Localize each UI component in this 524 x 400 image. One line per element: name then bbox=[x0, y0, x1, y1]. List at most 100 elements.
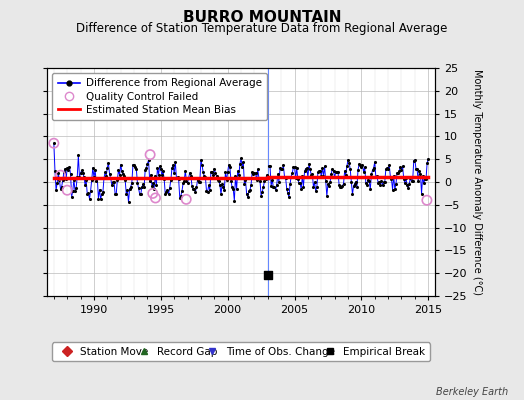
Point bbox=[58, 184, 66, 190]
Point bbox=[331, 174, 339, 181]
Point bbox=[236, 160, 244, 167]
Point bbox=[57, 172, 65, 178]
Point bbox=[424, 156, 432, 162]
Point bbox=[337, 184, 345, 191]
Point bbox=[99, 189, 107, 196]
Point bbox=[226, 164, 234, 171]
Point bbox=[377, 178, 386, 184]
Point bbox=[85, 196, 94, 202]
Point bbox=[417, 190, 425, 197]
Point bbox=[90, 174, 98, 180]
Point bbox=[126, 184, 135, 190]
Point bbox=[182, 178, 191, 184]
Point bbox=[61, 166, 69, 172]
Point bbox=[234, 168, 242, 174]
Point bbox=[149, 190, 157, 197]
Point bbox=[275, 178, 283, 185]
Point bbox=[347, 179, 356, 186]
Point bbox=[86, 188, 95, 194]
Point bbox=[247, 182, 255, 188]
Point bbox=[111, 191, 119, 197]
Point bbox=[122, 191, 130, 197]
Point bbox=[344, 157, 352, 163]
Point bbox=[184, 175, 193, 181]
Point bbox=[132, 166, 140, 172]
Point bbox=[179, 180, 187, 187]
Point bbox=[129, 162, 137, 168]
Point bbox=[416, 171, 424, 177]
Point bbox=[170, 170, 178, 176]
Point bbox=[235, 172, 243, 178]
Point bbox=[194, 179, 203, 185]
Point bbox=[314, 169, 322, 175]
Point bbox=[189, 186, 198, 192]
Point bbox=[74, 152, 83, 159]
Point bbox=[80, 174, 88, 180]
Point bbox=[405, 180, 413, 187]
Point bbox=[300, 168, 309, 174]
Point bbox=[335, 182, 343, 188]
Point bbox=[341, 168, 349, 174]
Point bbox=[311, 188, 320, 194]
Point bbox=[159, 168, 167, 174]
Point bbox=[325, 182, 333, 189]
Point bbox=[306, 166, 314, 173]
Point bbox=[350, 183, 358, 189]
Point bbox=[63, 165, 71, 171]
Point bbox=[232, 186, 241, 192]
Point bbox=[370, 159, 379, 165]
Point bbox=[243, 190, 251, 197]
Point bbox=[279, 162, 288, 169]
Point bbox=[207, 169, 215, 175]
Point bbox=[398, 163, 407, 169]
Point bbox=[140, 183, 148, 190]
Point bbox=[163, 187, 172, 193]
Point bbox=[182, 196, 190, 202]
Point bbox=[145, 157, 153, 164]
Point bbox=[155, 171, 163, 178]
Point bbox=[375, 179, 384, 185]
Point bbox=[410, 158, 418, 164]
Point bbox=[66, 164, 74, 170]
Point bbox=[219, 183, 227, 190]
Point bbox=[317, 172, 325, 179]
Point bbox=[301, 166, 310, 172]
Point bbox=[151, 172, 159, 179]
Point bbox=[121, 176, 129, 183]
Point bbox=[130, 162, 138, 168]
Point bbox=[63, 187, 71, 194]
Point bbox=[211, 170, 220, 176]
Point bbox=[339, 183, 347, 189]
Point bbox=[356, 162, 365, 168]
Point bbox=[268, 177, 277, 183]
Point bbox=[222, 177, 231, 184]
Text: BURRO MOUNTAIN: BURRO MOUNTAIN bbox=[183, 10, 341, 25]
Point bbox=[148, 182, 156, 189]
Point bbox=[369, 165, 378, 171]
Point bbox=[374, 179, 383, 186]
Point bbox=[166, 184, 174, 191]
Point bbox=[423, 160, 431, 166]
Text: Berkeley Earth: Berkeley Earth bbox=[436, 387, 508, 397]
Point bbox=[302, 165, 311, 171]
Point bbox=[397, 167, 406, 174]
Point bbox=[154, 165, 162, 171]
Point bbox=[277, 166, 286, 172]
Point bbox=[415, 168, 423, 174]
Point bbox=[281, 175, 290, 181]
Point bbox=[411, 157, 419, 163]
Point bbox=[414, 178, 422, 184]
Point bbox=[271, 187, 280, 193]
Point bbox=[223, 169, 232, 175]
Point bbox=[326, 178, 334, 185]
Point bbox=[378, 182, 387, 188]
Point bbox=[305, 161, 313, 167]
Point bbox=[146, 178, 154, 184]
Point bbox=[361, 164, 369, 170]
Point bbox=[333, 169, 341, 176]
Point bbox=[103, 164, 112, 171]
Point bbox=[106, 175, 115, 182]
Point bbox=[147, 172, 155, 178]
Point bbox=[158, 172, 166, 179]
Point bbox=[95, 186, 104, 193]
